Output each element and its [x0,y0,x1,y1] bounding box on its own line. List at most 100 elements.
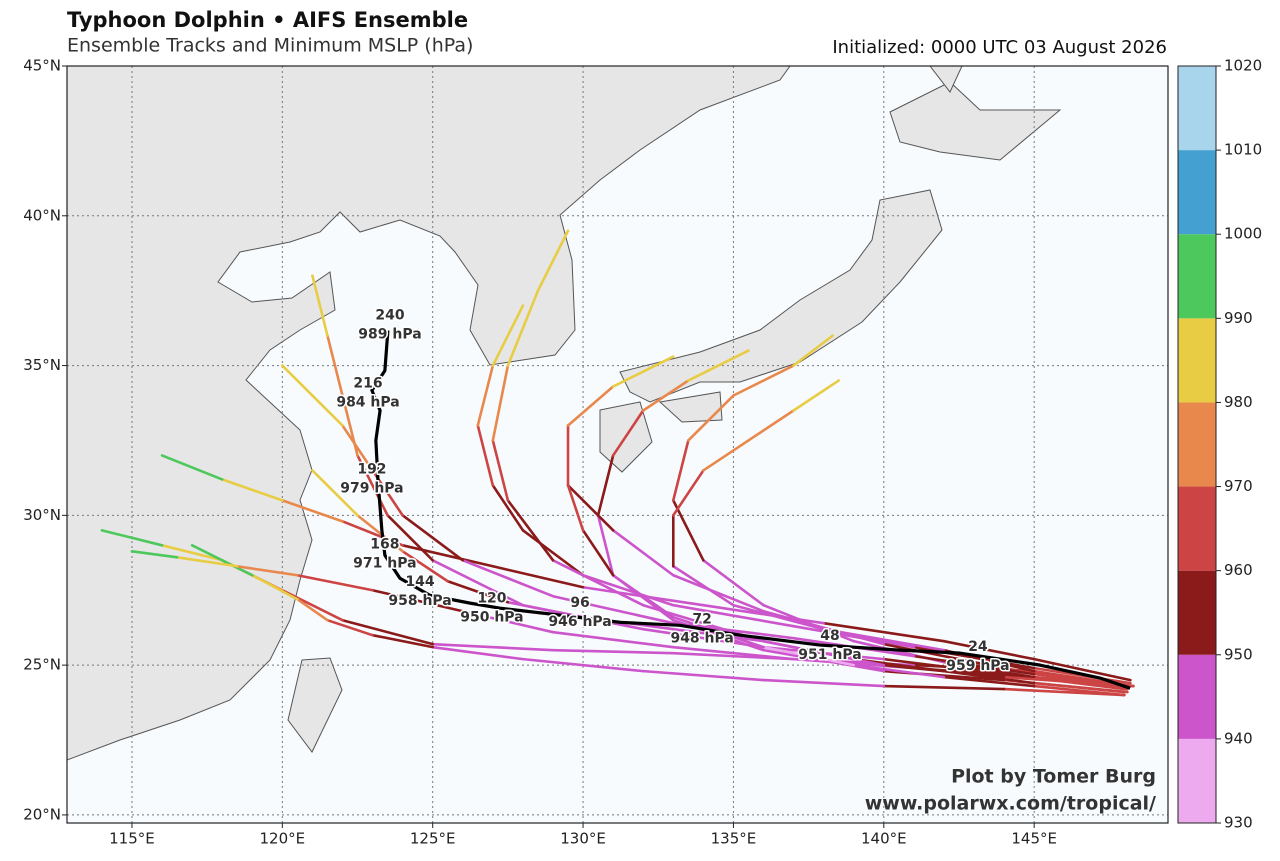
x-tick-label: 130°E [560,830,606,848]
credit-url: www.polarwx.com/tropical/ [865,793,1156,815]
member-track-segment [431,642,555,652]
member-track-segment [551,648,675,655]
axes: 115°E 120°E 125°E 130°E 135°E 140°E 145°E 20°N 2… [23,57,1057,848]
member-track-segment [311,469,359,517]
member-track-segment [687,394,735,442]
colorbar: 930 940 950 960 970 980 990 1000 1010 1020 [1177,57,1262,832]
member-track-segment [942,639,1036,661]
member-track-segment [1032,681,1126,694]
member-track-segment [401,549,450,583]
colorbar-label: 940 [1224,729,1253,747]
forecast-hour: 144 [405,574,434,590]
member-track-segment [341,424,374,472]
member-track-segment [747,409,795,442]
member-track-segment [386,514,434,562]
member-track-segment [762,645,856,667]
x-tick-label: 140°E [861,830,907,848]
member-track-segment [521,657,645,673]
member-track-segment [250,573,299,601]
member-track-segment [491,364,510,442]
member-track-segment [611,573,675,619]
member-track-segment [671,439,690,502]
member-track-segment [296,597,329,622]
forecast-mslp: 951 hPa [798,647,861,663]
y-tick-label: 20°N [23,805,61,823]
plot-frame [66,65,1169,824]
member-track-segment [942,675,1036,688]
hokkaido [889,81,1062,161]
taiwan [287,657,343,753]
colorbar-band [1178,150,1216,235]
x-tick-label: 145°E [1011,830,1057,848]
member-track-segment [566,385,615,427]
forecast-mslp: 958 hPa [388,593,451,609]
member-track-segment [611,355,675,388]
colorbar-band [1178,66,1216,151]
member-track-segment [566,484,615,532]
member-track-segment [641,379,690,412]
land [67,66,1062,761]
member-track-segment [431,645,525,661]
y-tick-label: 30°N [23,506,61,524]
member-track-segment [671,573,765,613]
chart-subtitle: Ensemble Tracks and Minimum MSLP (hPa) [67,35,473,57]
member-track-segment [882,684,1006,691]
colorbar-label: 1020 [1224,57,1262,75]
member-track-segment [296,573,374,592]
mean-track [370,330,1131,690]
member-track-segment [476,364,495,427]
member-track-segment [762,678,886,688]
member-track-segment [175,555,239,568]
member-track-segment [671,564,735,607]
member-track-segment [491,304,525,367]
chart-title: Typhoon Dolphin • AIFS Ensemble [67,8,468,32]
member-track-segment [431,558,525,607]
member-track-segment [671,645,795,661]
member-track-segment [792,379,840,412]
forecast-mslp: 946 hPa [548,614,611,630]
y-tick-label: 25°N [23,656,61,674]
member-track-segment [491,484,525,532]
forecast-mslp: 948 hPa [670,630,733,646]
member-track-segment [942,660,1036,679]
member-track-segment [160,544,224,562]
colorbar-label: 950 [1224,645,1253,663]
colorbar-band [1178,738,1216,823]
member-track-segment [491,564,585,589]
member-track-segment [506,289,540,367]
member-track-segment [596,454,615,517]
sakhalin [929,66,963,93]
forecast-hour: 240 [375,308,404,324]
forecast-hour: 72 [692,611,711,627]
forecast-hour: 96 [570,595,589,611]
member-track-segment [476,424,495,487]
forecast-hour: 168 [370,536,399,552]
colorbar-band [1178,402,1216,487]
member-track-segment [506,499,555,562]
member-track-segment [371,633,434,649]
member-track-segment [401,544,495,568]
member-track-segment [190,544,254,577]
member-track-segment [235,564,299,577]
colorbar-label: 930 [1224,814,1253,832]
member-track-segment [566,484,585,532]
member-track-segment [220,478,284,502]
colorbar-label: 960 [1224,561,1253,579]
member-track-segment [671,469,705,517]
colorbar-band [1178,654,1216,739]
member-track-segment [551,558,645,607]
member-track-segment [671,627,765,643]
member-track-segment [401,514,465,562]
colorbar-band [1178,234,1216,319]
member-track-segment [281,499,344,523]
x-tick-label: 115°E [109,830,155,848]
x-tick-label: 120°E [260,830,306,848]
member-track-segment [687,349,750,382]
member-track-segment [446,579,510,604]
x-tick-label: 135°E [711,830,757,848]
forecast-hour: 24 [968,639,988,655]
colorbar-label: 980 [1224,393,1253,411]
colorbar-label: 990 [1224,309,1253,327]
member-track-segment [596,514,615,577]
member-track-segment [611,529,675,577]
